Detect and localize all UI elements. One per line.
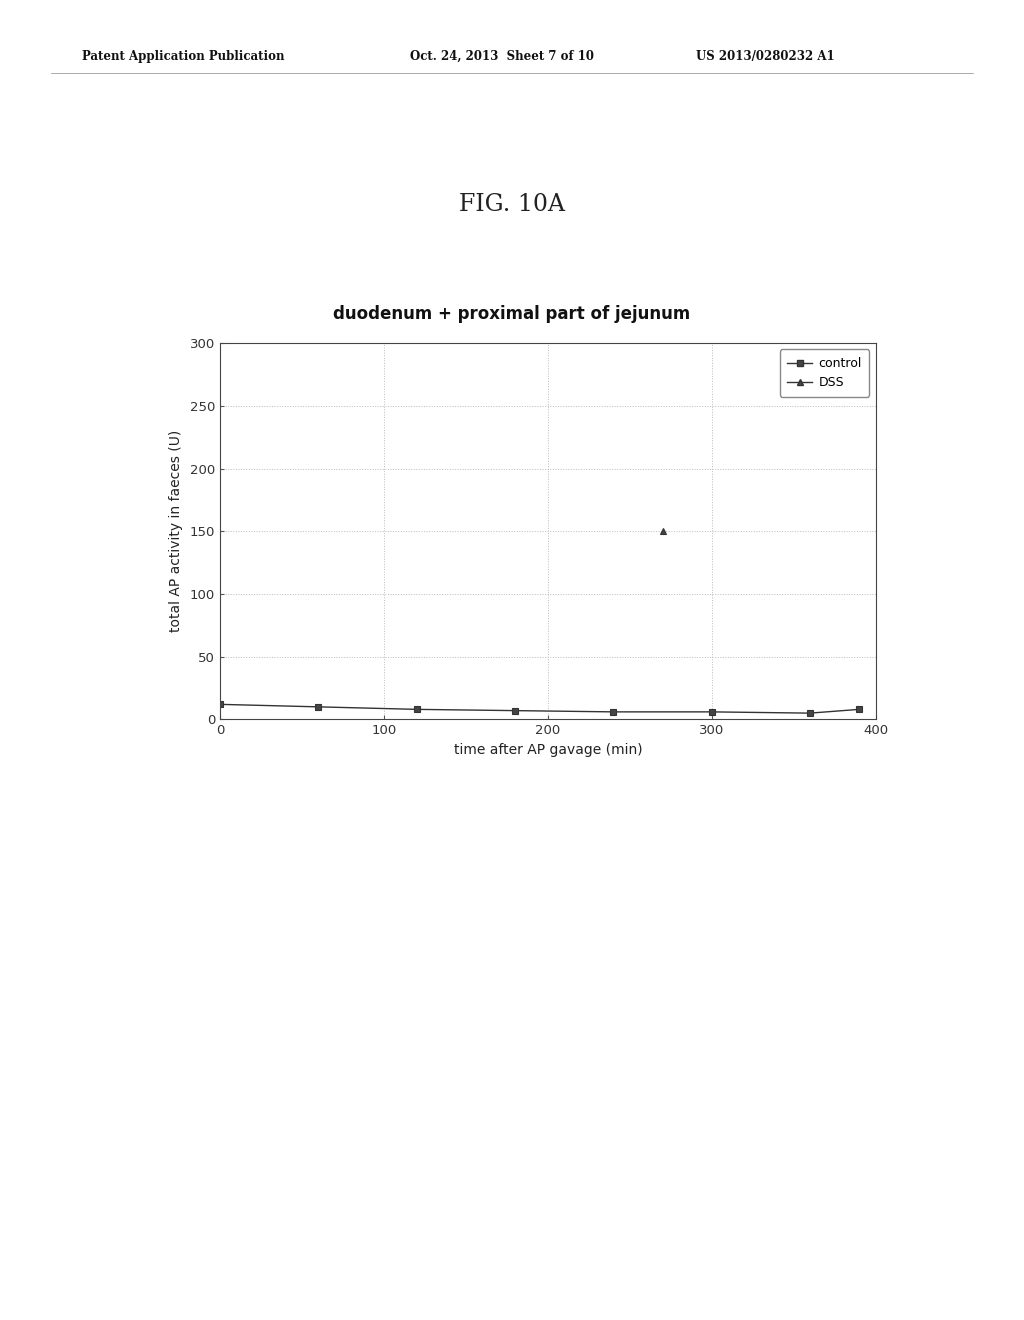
Legend: control, DSS: control, DSS bbox=[779, 350, 869, 397]
control bbox=[853, 701, 865, 717]
Text: duodenum + proximal part of jejunum: duodenum + proximal part of jejunum bbox=[334, 305, 690, 323]
X-axis label: time after AP gavage (min): time after AP gavage (min) bbox=[454, 743, 642, 756]
Y-axis label: total AP activity in faeces (U): total AP activity in faeces (U) bbox=[169, 430, 183, 632]
control bbox=[312, 700, 325, 715]
Text: Oct. 24, 2013  Sheet 7 of 10: Oct. 24, 2013 Sheet 7 of 10 bbox=[410, 50, 594, 63]
control bbox=[411, 701, 423, 717]
control bbox=[214, 697, 226, 713]
Text: Patent Application Publication: Patent Application Publication bbox=[82, 50, 285, 63]
Text: FIG. 10A: FIG. 10A bbox=[459, 193, 565, 216]
Text: US 2013/0280232 A1: US 2013/0280232 A1 bbox=[696, 50, 835, 63]
control bbox=[607, 704, 620, 719]
Line: control: control bbox=[217, 701, 862, 715]
control bbox=[804, 705, 816, 721]
control bbox=[706, 704, 718, 719]
control bbox=[509, 702, 521, 718]
